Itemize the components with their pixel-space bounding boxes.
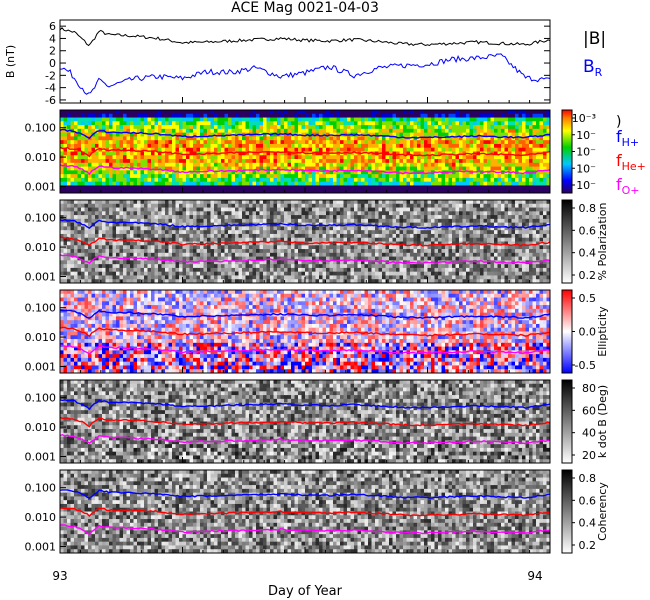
- panel-6-colorbar-tick-label: 0.6: [579, 494, 597, 507]
- panel-2-colorbar: [562, 110, 572, 193]
- panel-4-colorbar-tick-label: 0.5: [579, 292, 597, 305]
- panel-3-colorbar: [562, 200, 572, 283]
- panel-6-colorbar-label: Coherency: [596, 482, 609, 541]
- panel-2-colorbar-label: ): [616, 114, 621, 130]
- panel-5-colorbar-tick-label: 40: [582, 427, 596, 440]
- panel-3-heatmap: [60, 200, 550, 283]
- legend-f-h: fH+: [616, 127, 639, 149]
- panel-2-colorbar-tick-label: 10⁻: [576, 179, 596, 192]
- panel-3-colorbar-tick-label: 0.2: [579, 269, 597, 282]
- panel-2: 0.100 0.010 0.001 10⁻³ 10⁻ 10⁻ 10⁻ 10⁻ fH+fHe+fO…: [25, 110, 646, 197]
- panel-2-colorbar-tick-label: 10⁻³: [572, 112, 596, 125]
- panel-1-y-tick-label: -2: [45, 69, 56, 82]
- panel-1-y-tick-label: 4: [49, 32, 56, 45]
- panel-3: 0.100 0.010 0.001 0.8 0.6 0.4 0.2% Polarizatio…: [25, 200, 610, 283]
- panel-6-colorbar: [562, 470, 572, 553]
- legend-b-magnitude: |B|: [583, 29, 606, 49]
- panel-3-colorbar-tick-label: 0.6: [579, 224, 597, 237]
- panel-5-colorbar-tick-label: 20: [582, 449, 596, 462]
- panel-3-colorbar-tick-label: 0.4: [579, 247, 597, 260]
- x-axis-label: Day of Year: [268, 584, 343, 599]
- panel-1-y-tick-label: -6: [45, 94, 56, 107]
- panel-5-y-tick-label: 0.100: [25, 392, 57, 405]
- panel-2-colorbar-tick-label: 10⁻: [576, 146, 596, 159]
- panel-4-colorbar-label: Ellipticity: [596, 306, 609, 357]
- panel-5-y-tick-label: 0.001: [25, 450, 57, 463]
- chart-title: ACE Mag 0021-04-03: [231, 0, 379, 16]
- legend-f-o: fO+: [616, 175, 640, 197]
- x-tick-label-start: 93: [52, 569, 67, 583]
- panel-6-colorbar-tick-label: 0.8: [579, 472, 597, 485]
- panel-2-y-tick-label: 0.001: [25, 180, 57, 193]
- panel-1-background: [60, 20, 550, 103]
- panel-5: 0.100 0.010 0.001 80 60 40 20 k dot B (Deg): [25, 380, 610, 463]
- legend-b-radial: BR: [583, 57, 603, 79]
- legend-f-he: fHe+: [616, 151, 646, 173]
- panel-2-colorbar-tick-label: 10⁻: [576, 162, 596, 175]
- panel-4-y-tick-label: 0.100: [25, 302, 57, 315]
- x-tick-label-end: 94: [527, 569, 542, 583]
- panel-2-y-tick-label: 0.010: [25, 151, 57, 164]
- panel-3-y-tick-label: 0.001: [25, 270, 57, 283]
- panel-5-colorbar-tick-label: 60: [582, 404, 596, 417]
- panel-3-colorbar-tick-label: 0.8: [579, 202, 597, 215]
- panel-1-y-axis-label: B (nT): [4, 45, 17, 78]
- panel-5-colorbar: [562, 380, 572, 463]
- panel-4-y-tick-label: 0.010: [25, 331, 57, 344]
- panel-2-colorbar-tick-label: 10⁻: [576, 129, 596, 142]
- panel-3-y-tick-label: 0.100: [25, 212, 57, 225]
- panel-6-y-tick-label: 0.001: [25, 540, 57, 553]
- panel-4-colorbar: [562, 290, 572, 373]
- panel-2-y-tick-label: 0.100: [25, 122, 57, 135]
- panel-5-y-tick-label: 0.010: [25, 421, 57, 434]
- panel-4-heatmap: [60, 290, 550, 373]
- panel-4-y-tick-label: 0.001: [25, 360, 57, 373]
- panel-6-y-tick-label: 0.100: [25, 482, 57, 495]
- panel-6-y-tick-label: 0.010: [25, 511, 57, 524]
- panel-3-y-tick-label: 0.010: [25, 241, 57, 254]
- panel-5-colorbar-tick-label: 80: [582, 382, 596, 395]
- panel-1-y-tick-label: 6: [49, 20, 56, 33]
- panel-3-colorbar-label: % Polarization: [596, 203, 609, 281]
- panel-1-y-tick-label: 0: [49, 57, 56, 70]
- panel-6-colorbar-tick-label: 0.2: [579, 539, 597, 552]
- panel-6-colorbar-tick-label: 0.4: [579, 517, 597, 530]
- panel-2-heatmap: [60, 110, 550, 193]
- panel-4-colorbar-tick-label: 0.0: [579, 326, 597, 339]
- panel-4-colorbar-tick-label: -0.5: [575, 359, 596, 372]
- panel-1-y-tick-label: -4: [45, 82, 56, 95]
- panel-1-y-tick-label: 2: [49, 45, 56, 58]
- panel-5-colorbar-label: k dot B (Deg): [596, 385, 609, 458]
